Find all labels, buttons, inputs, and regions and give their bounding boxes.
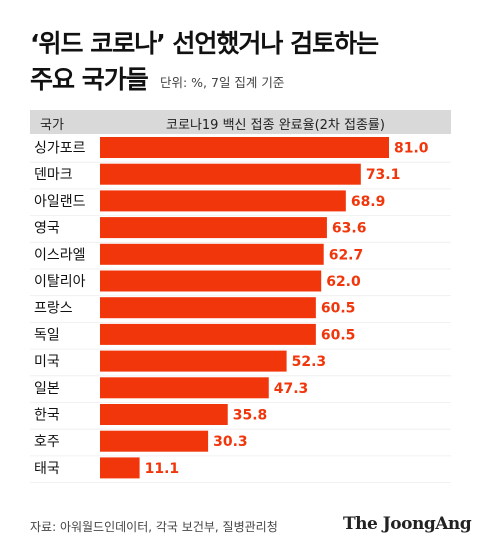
category-label: 한국 (34, 408, 60, 424)
category-label: 일본 (34, 381, 60, 397)
bar (100, 243, 324, 265)
value-label: 63.6 (332, 221, 367, 237)
value-label: 73.1 (366, 167, 401, 183)
category-label: 영국 (34, 221, 60, 237)
value-label: 11.1 (145, 461, 180, 477)
category-label: 덴마크 (34, 167, 73, 183)
header-metric: 코로나19 백신 접종 완료율(2차 접종률) (166, 118, 385, 133)
category-label: 태국 (34, 461, 60, 477)
category-label: 독일 (34, 327, 60, 343)
chart-title: ‘위드 코로나’ 선언했거나 검토하는 (30, 29, 379, 58)
bar (100, 430, 209, 452)
bar (100, 323, 316, 345)
bar (100, 190, 346, 212)
value-label: 30.3 (213, 434, 248, 450)
bar (100, 217, 327, 239)
bar (100, 350, 287, 372)
unit-note: 단위: %, 7일 집계 기준 (160, 75, 285, 90)
header-country: 국가 (40, 118, 64, 133)
value-label: 52.3 (292, 354, 327, 370)
bar (100, 163, 361, 185)
bar (100, 404, 228, 425)
bar (100, 377, 269, 399)
category-label: 이탈리아 (34, 274, 86, 290)
category-label: 미국 (34, 354, 60, 370)
table-header-bar (30, 110, 451, 134)
category-label: 이스라엘 (34, 247, 86, 263)
chart-title-line2: 주요 국가들 (30, 65, 149, 94)
value-label: 62.7 (329, 247, 364, 263)
value-label: 81.0 (394, 141, 429, 157)
bar (100, 270, 322, 292)
value-label: 47.3 (274, 381, 309, 397)
value-label: 60.5 (321, 327, 356, 343)
category-label: 싱가포르 (34, 141, 86, 157)
source-note: 자료: 아워월드인데이터, 각국 보건부, 질병관리청 (30, 520, 278, 534)
value-label: 68.9 (351, 194, 386, 210)
category-label: 아일랜드 (34, 194, 86, 210)
brand-logo: The JoongAng (343, 514, 472, 534)
value-label: 60.5 (321, 301, 356, 317)
value-label: 35.8 (233, 408, 268, 424)
bar (100, 137, 389, 158)
category-label: 프랑스 (34, 301, 73, 317)
bar (100, 297, 316, 319)
category-label: 호주 (34, 434, 60, 450)
bar (100, 457, 140, 479)
value-label: 62.0 (326, 274, 361, 290)
